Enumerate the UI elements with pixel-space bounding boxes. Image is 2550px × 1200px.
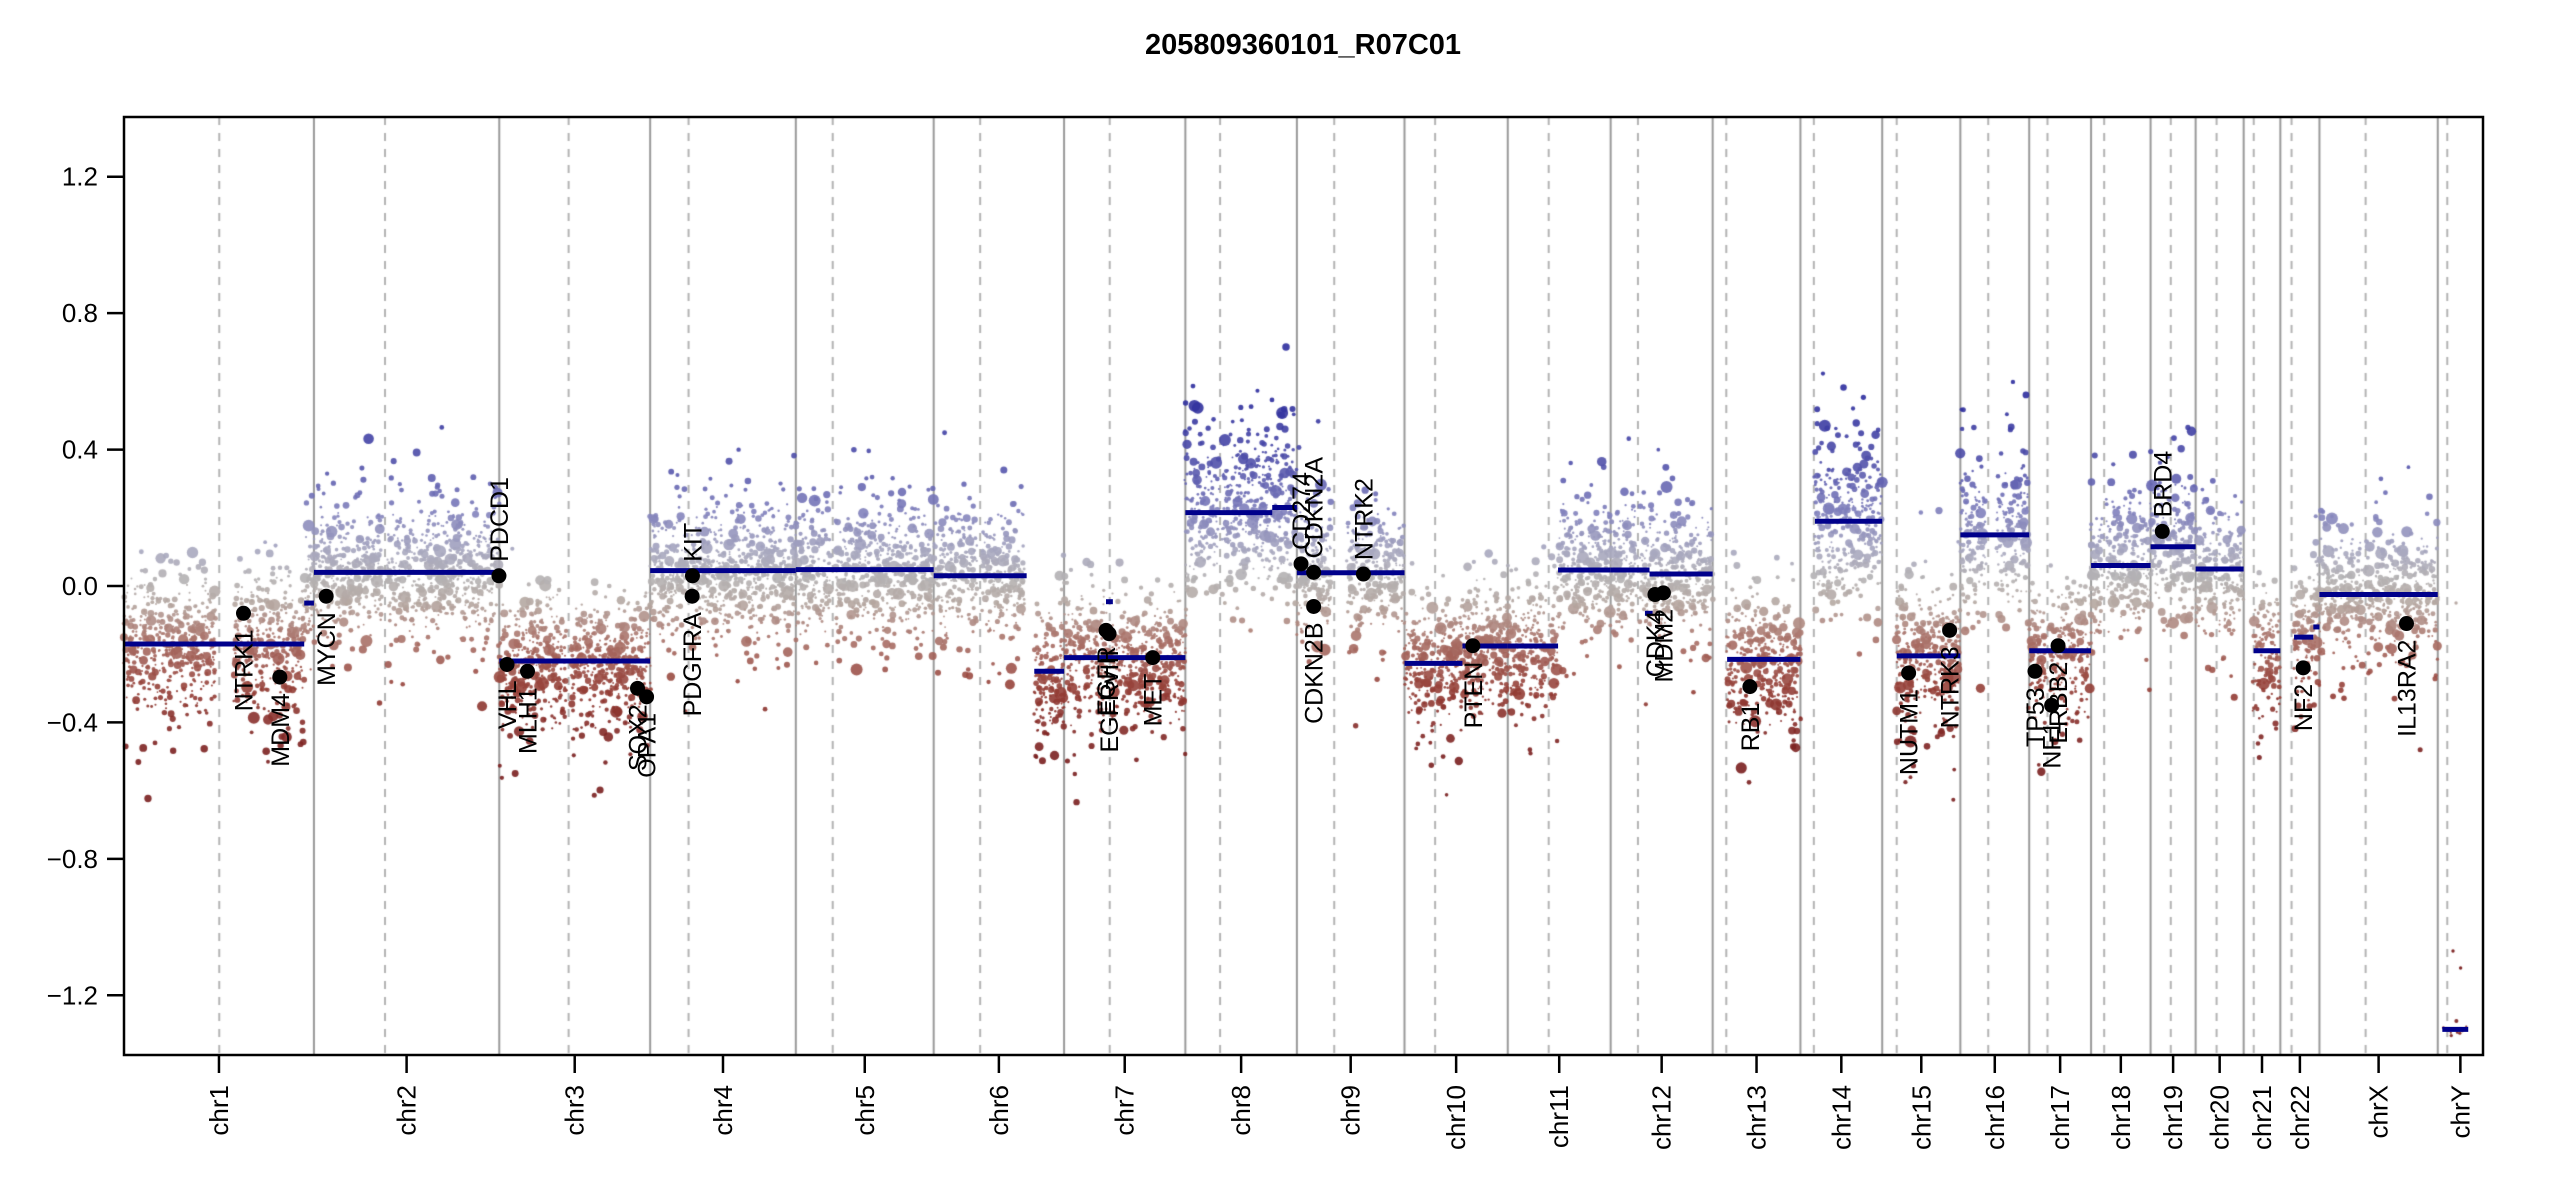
gene-marker xyxy=(491,568,507,584)
x-axis-tick-label: chr4 xyxy=(708,1085,738,1136)
gene-label: EGFRvIII xyxy=(1096,650,1124,753)
gene-label: NTRK2 xyxy=(1350,478,1378,560)
gene-marker xyxy=(1306,598,1322,614)
gene-label: BRD4 xyxy=(2149,451,2177,518)
gene-label: OPA1 xyxy=(634,713,662,778)
gene-marker xyxy=(1942,622,1958,638)
x-axis-tick-label: chrX xyxy=(2364,1085,2394,1138)
y-axis-tick-label: 0.0 xyxy=(62,571,98,601)
gene-marker xyxy=(1901,665,1917,681)
gene-marker xyxy=(1293,556,1309,572)
gene-label: NF2 xyxy=(2290,684,2318,731)
x-axis-tick-label: chr16 xyxy=(1980,1085,2010,1150)
gene-marker xyxy=(519,663,535,679)
gene-label: MYCN xyxy=(313,612,341,686)
gene-label: IL13RA2 xyxy=(2393,640,2421,737)
x-axis-tick-label: chr11 xyxy=(1544,1085,1574,1148)
x-axis-tick-label: chr2 xyxy=(392,1085,422,1136)
gene-marker xyxy=(2050,638,2066,654)
plot-title: 205809360101_R07C01 xyxy=(1145,29,1461,61)
gene-marker xyxy=(684,588,700,604)
x-axis-tick-label: chr6 xyxy=(984,1085,1014,1136)
gene-label: PDGFRA xyxy=(679,612,707,717)
gene-marker xyxy=(639,689,655,705)
gene-marker xyxy=(1145,650,1161,666)
x-axis-tick-label: chr21 xyxy=(2247,1085,2277,1150)
gene-marker xyxy=(235,605,251,621)
gene-label: CDKN2A xyxy=(1301,457,1329,559)
gene-marker xyxy=(684,568,700,584)
gene-label: MDM4 xyxy=(267,693,295,767)
gene-label: MDM2 xyxy=(1650,609,1678,683)
gene-label: NTRK3 xyxy=(1937,646,1965,728)
gene-label: NUTM1 xyxy=(1896,689,1924,775)
gene-marker xyxy=(2295,660,2311,676)
x-axis-tick-label: chr10 xyxy=(1441,1085,1471,1150)
x-axis-tick-label: chrY xyxy=(2445,1085,2475,1138)
gene-label: MLH1 xyxy=(514,687,542,754)
y-axis-tick-label: −1.2 xyxy=(47,980,98,1010)
gene-label: KIT xyxy=(679,523,707,562)
axes: 1.2 0.8 0.4 0.0 −0.4 −0.8 −1.2 chr1 chr2 chr3 chr4… xyxy=(47,162,2476,1150)
gene-marker xyxy=(499,656,515,672)
gene-marker xyxy=(2398,616,2414,632)
x-axis-tick-label: chr15 xyxy=(1906,1085,1936,1150)
x-axis-tick-label: chr20 xyxy=(2205,1085,2235,1150)
gene-marker xyxy=(272,669,288,685)
x-axis-tick-label: chr8 xyxy=(1226,1085,1256,1136)
gene-marker xyxy=(1306,564,1322,580)
x-axis-tick-label: chr9 xyxy=(1336,1085,1366,1136)
x-axis-tick-label: chr14 xyxy=(1826,1085,1856,1150)
gene-marker xyxy=(2027,663,2043,679)
x-axis-tick-label: chr5 xyxy=(850,1085,880,1136)
gene-marker xyxy=(1465,638,1481,654)
gene-label: CDK4 xyxy=(1642,610,1670,677)
x-axis-tick-label: chr17 xyxy=(2045,1085,2075,1150)
x-axis-tick-label: chr22 xyxy=(2285,1085,2315,1150)
gene-marker xyxy=(1742,679,1758,695)
y-axis-tick-label: 0.8 xyxy=(62,298,98,328)
x-axis-tick-label: chr3 xyxy=(560,1085,590,1136)
gene-label: PDCD1 xyxy=(486,477,514,562)
y-axis-tick-label: 1.2 xyxy=(62,162,98,192)
gene-marker xyxy=(1355,566,1371,582)
gene-label: CDKN2B xyxy=(1301,622,1329,723)
x-axis-tick-label: chr13 xyxy=(1742,1085,1772,1150)
gene-label: ERBB2 xyxy=(2045,662,2073,744)
x-axis-tick-label: chr19 xyxy=(2158,1085,2188,1150)
gene-label: CD274 xyxy=(1288,472,1316,550)
x-axis-tick-label: chr7 xyxy=(1110,1085,1140,1136)
y-axis-tick-label: −0.4 xyxy=(47,707,98,737)
x-axis-tick-label: chr12 xyxy=(1647,1085,1677,1150)
x-axis-tick-label: chr1 xyxy=(204,1085,234,1136)
gene-label: RB1 xyxy=(1737,703,1765,752)
gene-label: SOX2 xyxy=(625,704,653,771)
gene-marker xyxy=(318,588,334,604)
x-axis-tick-label: chr18 xyxy=(2106,1085,2136,1150)
gene-marker xyxy=(2044,697,2060,713)
gene-label: EGFR xyxy=(1093,646,1121,715)
gene-marker xyxy=(1655,585,1671,601)
gene-label: TP53 xyxy=(2022,687,2050,747)
segment-lines xyxy=(124,505,2469,1032)
gene-marker xyxy=(2154,523,2170,539)
plot-border xyxy=(122,115,2485,1057)
y-axis-tick-label: 0.4 xyxy=(62,435,98,465)
gene-label: NTRK1 xyxy=(230,629,258,711)
y-axis-tick-label: −0.8 xyxy=(47,844,98,874)
gene-marker xyxy=(1101,626,1117,642)
gene-label: MET xyxy=(1140,674,1168,727)
gene-label: PTEN xyxy=(1460,662,1488,729)
gene-label: VHL xyxy=(494,680,522,729)
gene-label: NF1 xyxy=(2039,721,2067,768)
